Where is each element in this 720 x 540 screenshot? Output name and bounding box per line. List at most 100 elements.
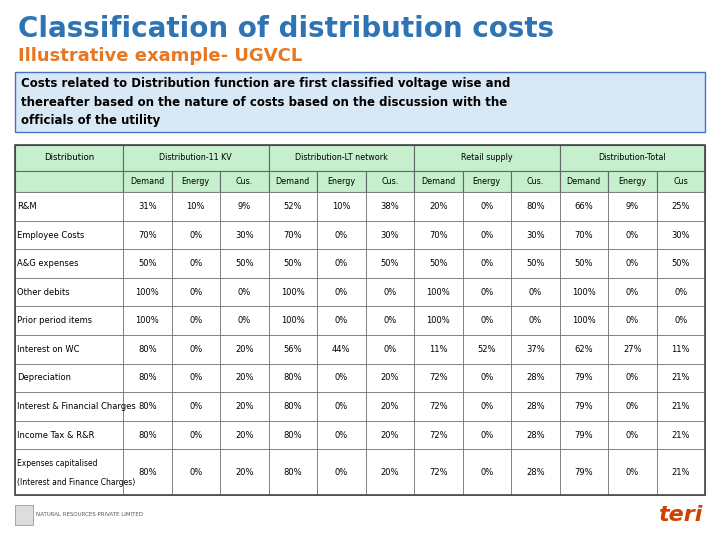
Bar [559, 363, 608, 392]
Bar [171, 449, 220, 495]
Text: 10%: 10% [332, 202, 351, 211]
Text: 100%: 100% [572, 316, 595, 325]
Text: Employee Costs: Employee Costs [17, 231, 84, 240]
Text: Demand: Demand [130, 177, 164, 186]
Text: 100%: 100% [135, 288, 159, 296]
Text: 80%: 80% [138, 468, 156, 477]
Text: 28%: 28% [526, 402, 544, 411]
Bar [123, 306, 171, 335]
Bar [15, 421, 123, 449]
Bar [15, 221, 123, 249]
Text: 52%: 52% [284, 202, 302, 211]
Bar [269, 335, 317, 363]
Text: 80%: 80% [138, 345, 156, 354]
Text: 9%: 9% [626, 202, 639, 211]
Bar [559, 171, 608, 192]
Bar [462, 171, 511, 192]
Text: 0%: 0% [189, 288, 202, 296]
Bar [559, 192, 608, 221]
Text: 0%: 0% [528, 288, 542, 296]
Text: 100%: 100% [426, 316, 450, 325]
Bar [123, 421, 171, 449]
Text: 50%: 50% [575, 259, 593, 268]
Text: 0%: 0% [674, 316, 688, 325]
Bar [15, 171, 123, 192]
Text: 0%: 0% [189, 430, 202, 440]
Text: 0%: 0% [189, 345, 202, 354]
Text: 50%: 50% [526, 259, 544, 268]
Bar [462, 392, 511, 421]
Bar [511, 392, 559, 421]
Bar [123, 449, 171, 495]
Text: Cus.: Cus. [235, 177, 253, 186]
Bar [15, 505, 33, 525]
Bar [511, 278, 559, 306]
Bar [657, 421, 705, 449]
Text: 0%: 0% [189, 373, 202, 382]
Bar [220, 392, 269, 421]
Bar [608, 192, 657, 221]
Bar [414, 249, 462, 278]
Text: 0%: 0% [626, 231, 639, 240]
Bar [123, 145, 269, 171]
Bar [366, 449, 414, 495]
Bar [269, 306, 317, 335]
Bar [366, 221, 414, 249]
Bar [220, 363, 269, 392]
Bar [269, 449, 317, 495]
Bar [123, 278, 171, 306]
Bar [171, 392, 220, 421]
Bar [15, 145, 123, 171]
Text: 0%: 0% [238, 316, 251, 325]
Text: Interest on WC: Interest on WC [17, 345, 79, 354]
Text: 0%: 0% [626, 288, 639, 296]
Bar [414, 221, 462, 249]
Text: NATURAL RESOURCES PRIVATE LIMITED: NATURAL RESOURCES PRIVATE LIMITED [36, 512, 143, 517]
Bar [269, 363, 317, 392]
Text: 0%: 0% [189, 259, 202, 268]
Text: 100%: 100% [572, 288, 595, 296]
Text: 20%: 20% [429, 202, 448, 211]
Text: 0%: 0% [626, 259, 639, 268]
Text: 0%: 0% [335, 373, 348, 382]
Bar [317, 363, 366, 392]
Bar [220, 449, 269, 495]
Text: Cus.: Cus. [381, 177, 398, 186]
Bar [366, 392, 414, 421]
Bar [123, 249, 171, 278]
Text: 50%: 50% [138, 259, 156, 268]
Bar [462, 335, 511, 363]
Bar [559, 278, 608, 306]
Bar [220, 221, 269, 249]
Bar [608, 278, 657, 306]
Text: 0%: 0% [528, 316, 542, 325]
Bar [171, 221, 220, 249]
Bar [15, 449, 123, 495]
Bar [657, 363, 705, 392]
Text: 79%: 79% [575, 402, 593, 411]
Bar [269, 221, 317, 249]
Bar [657, 221, 705, 249]
Bar [366, 306, 414, 335]
Text: 21%: 21% [672, 402, 690, 411]
Text: 50%: 50% [284, 259, 302, 268]
Bar [269, 145, 414, 171]
Bar [414, 192, 462, 221]
Bar [317, 306, 366, 335]
Bar [559, 145, 705, 171]
Text: 70%: 70% [138, 231, 156, 240]
Text: 0%: 0% [480, 316, 493, 325]
Text: 0%: 0% [480, 202, 493, 211]
Bar [559, 306, 608, 335]
Text: Cus: Cus [673, 177, 688, 186]
Bar [123, 363, 171, 392]
Text: Illustrative example- UGVCL: Illustrative example- UGVCL [18, 47, 302, 65]
Text: 0%: 0% [335, 259, 348, 268]
Bar [462, 221, 511, 249]
Text: 0%: 0% [335, 288, 348, 296]
Text: 52%: 52% [477, 345, 496, 354]
Text: 20%: 20% [380, 430, 399, 440]
Bar [123, 335, 171, 363]
Text: 20%: 20% [235, 345, 253, 354]
Bar [317, 335, 366, 363]
